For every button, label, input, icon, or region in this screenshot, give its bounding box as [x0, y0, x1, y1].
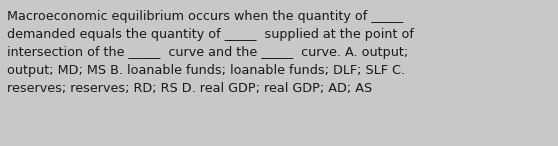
Text: Macroeconomic equilibrium occurs when the quantity of _____
demanded equals the : Macroeconomic equilibrium occurs when th… — [7, 10, 413, 95]
